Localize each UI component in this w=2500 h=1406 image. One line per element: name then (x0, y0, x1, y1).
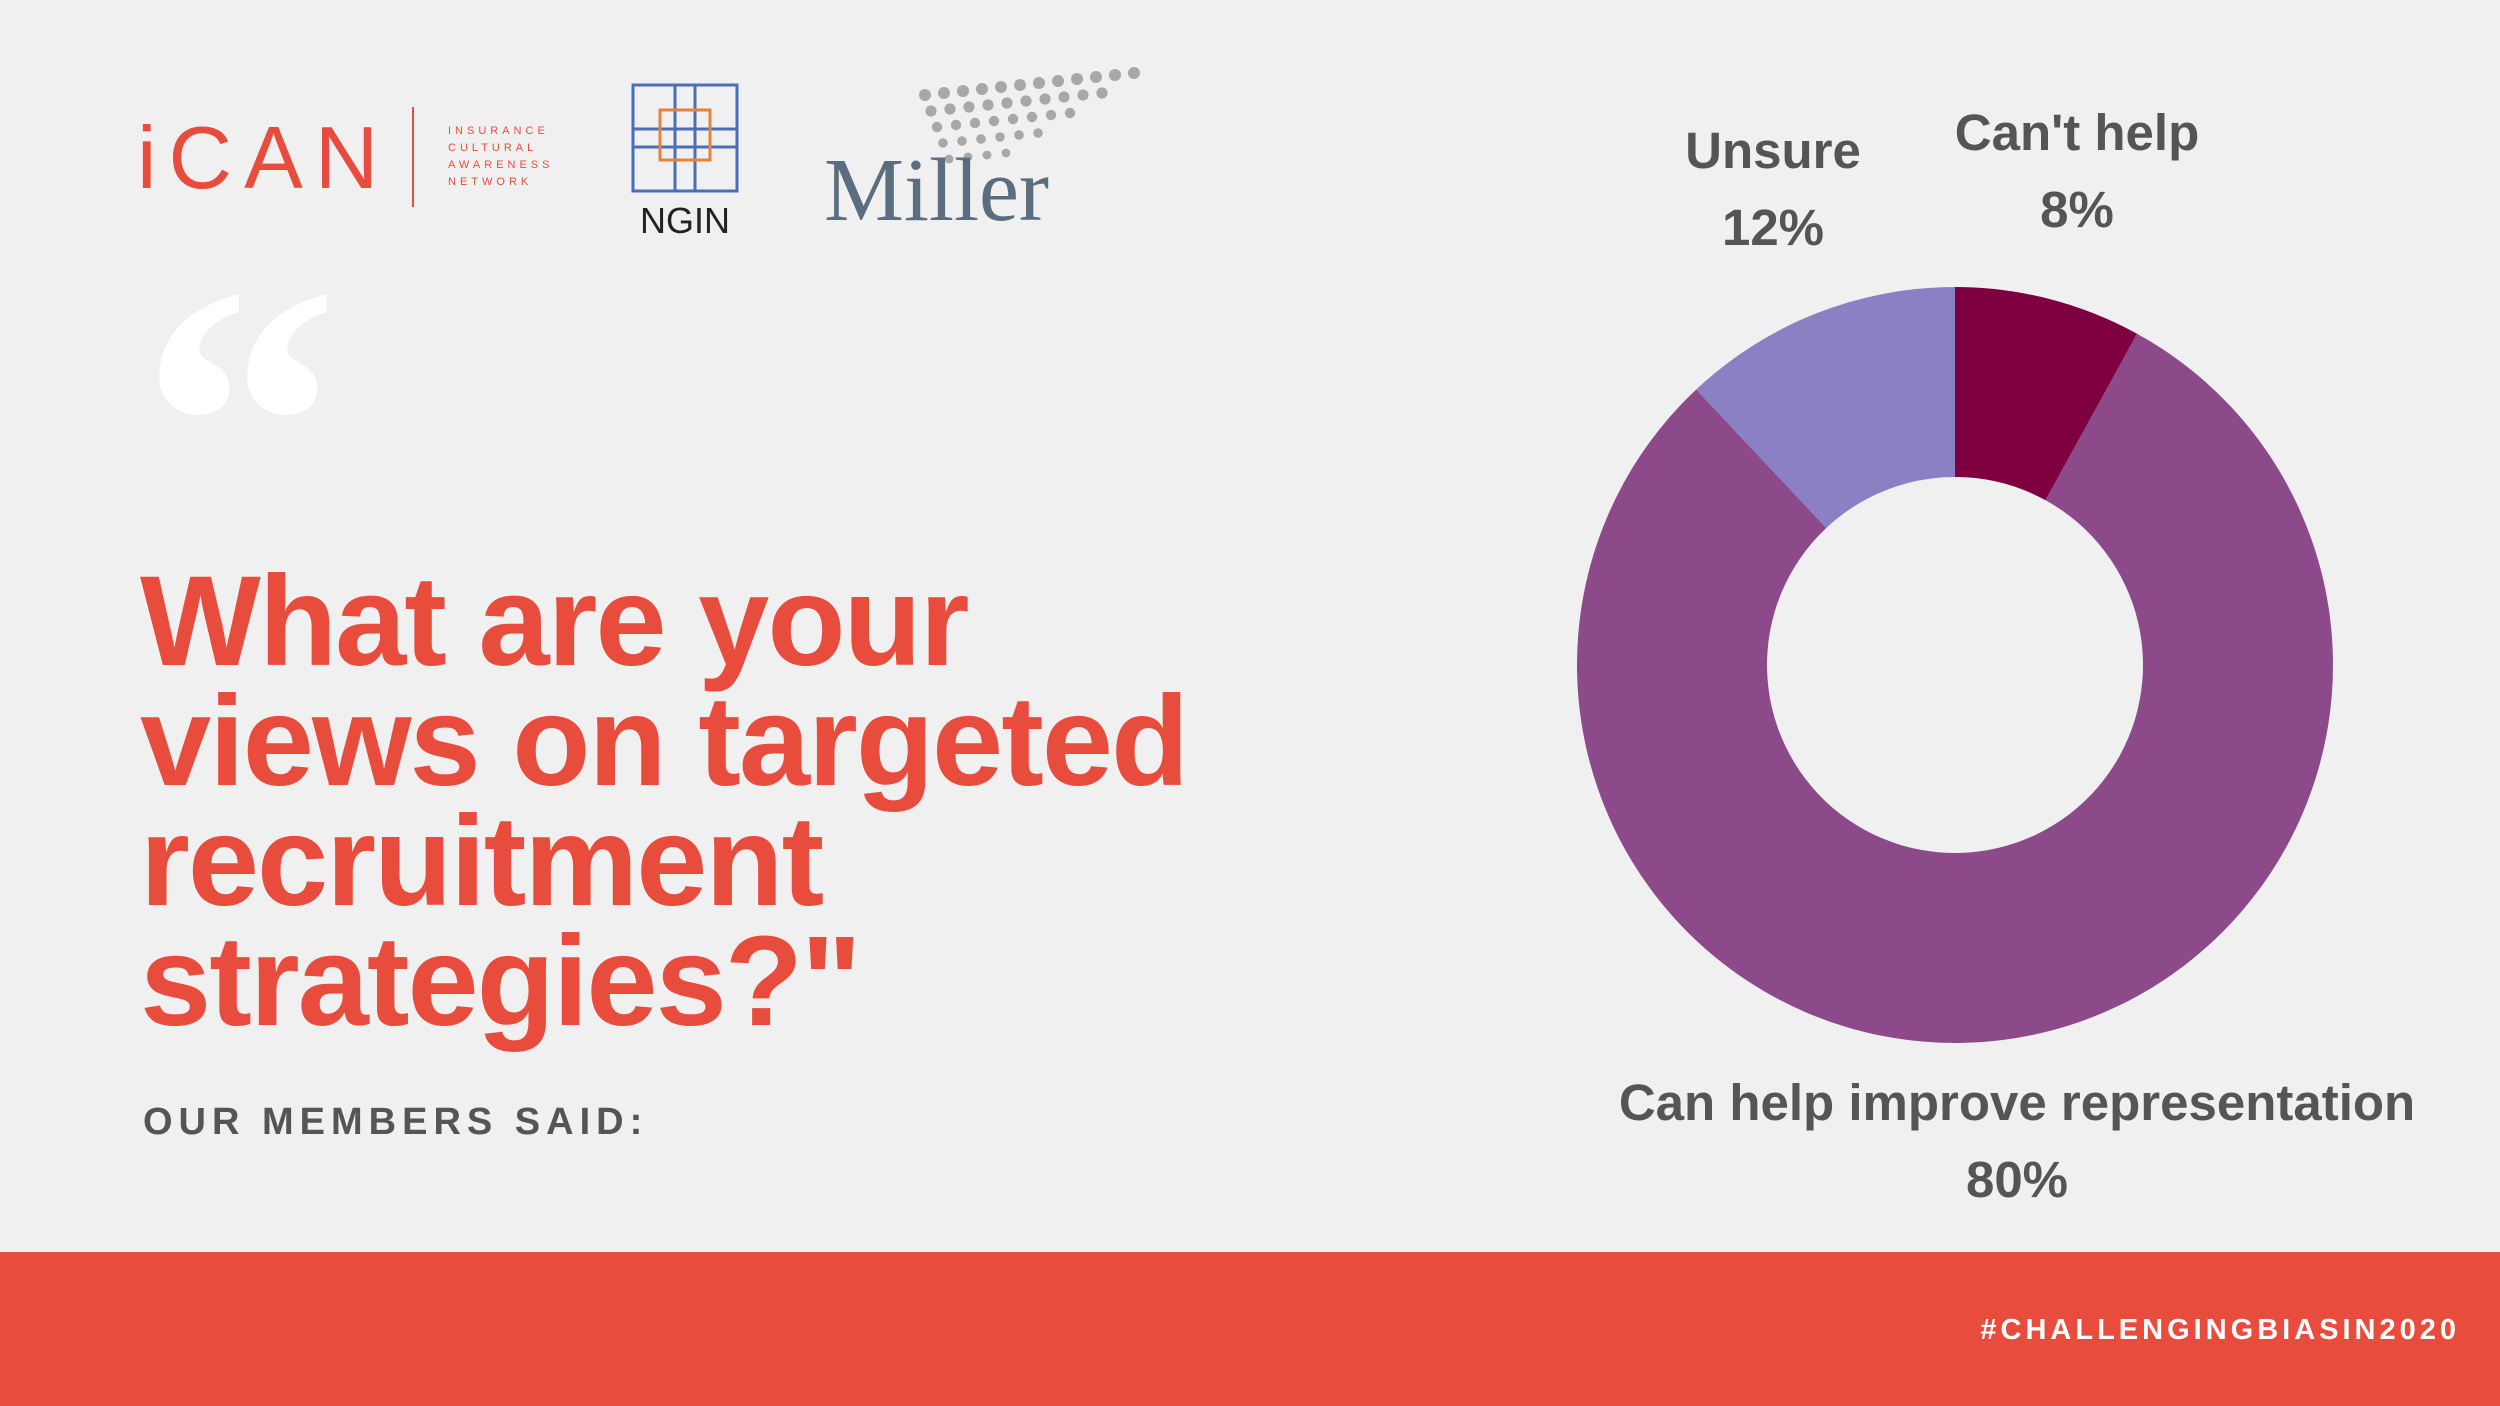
dot (1039, 93, 1051, 105)
donut-slice (1696, 287, 1955, 528)
question-line: recruitment (140, 790, 824, 933)
dot (938, 87, 950, 99)
slice-label: Can help improve representation (1619, 1074, 2415, 1131)
dot (1001, 148, 1011, 158)
ngin-icon (631, 83, 739, 193)
donut-chart: Can't help 8% Can help improve representat… (1576, 104, 2415, 1208)
dot (1058, 91, 1070, 103)
slice-label: Can't help (1955, 104, 2199, 161)
ican-logo: iCAN (137, 108, 390, 207)
dot (1045, 109, 1057, 121)
dot (1026, 111, 1038, 123)
question-line: What are your (140, 550, 968, 693)
ngin-logo: NGIN (640, 200, 730, 241)
dot (1109, 69, 1121, 81)
ican-tagline: INSURANCE CULTURAL AWARENESS NETWORK (448, 125, 553, 188)
subtitle: OUR MEMBERS SAID: (143, 1101, 648, 1143)
dot (1096, 87, 1108, 99)
quote-mark: “ (140, 204, 340, 647)
footer-bar (0, 1252, 2500, 1406)
tagline-line: CULTURAL (448, 142, 537, 154)
dot (1071, 73, 1083, 85)
question-line: strategies?" (140, 910, 860, 1053)
dot (1020, 95, 1032, 107)
slice-value-label: 80% (1966, 1151, 2068, 1208)
dot (957, 85, 969, 97)
dot (1128, 67, 1140, 79)
dot (982, 150, 992, 160)
dot (1077, 89, 1089, 101)
tagline-line: NETWORK (448, 176, 532, 188)
dot (925, 105, 937, 117)
dot (944, 103, 956, 115)
slice-label: Unsure (1685, 122, 1861, 179)
dot (1014, 130, 1024, 140)
donut-slice (1955, 287, 2138, 501)
dot (1090, 71, 1102, 83)
miller-dots (919, 67, 1140, 164)
hashtag: #CHALLENGINGBIASIN2020 (1980, 1314, 2460, 1346)
dot (1001, 97, 1013, 109)
slice-value-label: 12% (1722, 199, 1824, 256)
donut-slice (1576, 333, 2333, 1043)
dot (976, 134, 986, 144)
dot (969, 117, 981, 129)
dot (995, 132, 1005, 142)
dot (938, 138, 948, 148)
dot (988, 115, 1000, 127)
dot (931, 121, 943, 133)
dot (963, 152, 973, 162)
dot (1033, 77, 1045, 89)
tagline-line: INSURANCE (448, 125, 549, 137)
dot (1014, 79, 1026, 91)
miller-logo: Miller (824, 141, 1049, 240)
dot (944, 154, 954, 164)
dot (950, 119, 962, 131)
dot (995, 81, 1007, 93)
dot (1007, 113, 1019, 125)
dot (919, 89, 931, 101)
dot (963, 101, 975, 113)
dot (1052, 75, 1064, 87)
slice-value-label: 8% (2040, 181, 2114, 238)
dot (982, 99, 994, 111)
question-line: views on targeted (140, 670, 1187, 813)
tagline-line: AWARENESS (448, 159, 553, 171)
dot (1033, 128, 1043, 138)
dot (1064, 107, 1076, 119)
dot (957, 136, 967, 146)
dot (976, 83, 988, 95)
